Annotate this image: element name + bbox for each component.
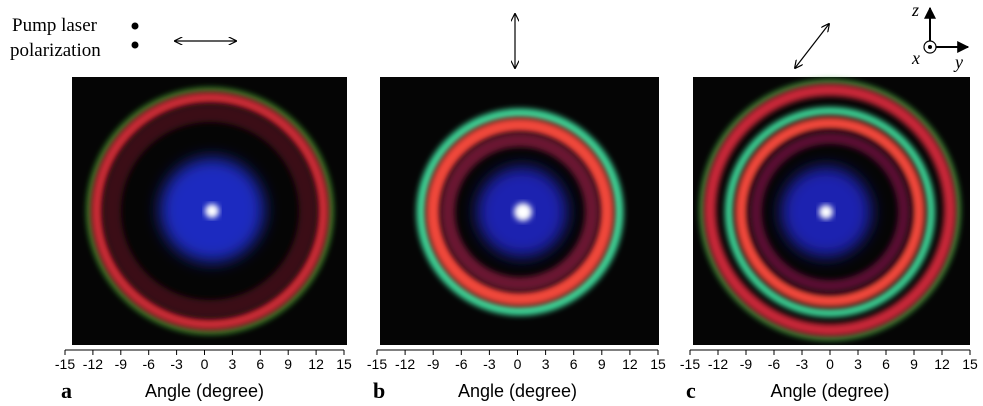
x-tick-label: 6 xyxy=(882,356,890,372)
x-tick-label: -3 xyxy=(796,356,809,372)
x-tick-label: -9 xyxy=(115,356,128,372)
x-tick-label: -12 xyxy=(395,356,415,372)
dot xyxy=(131,22,139,30)
axis-letter: z xyxy=(911,0,919,20)
x-tick-label: 0 xyxy=(514,356,522,372)
x-tick-label: 0 xyxy=(826,356,834,372)
x-tick-label: 3 xyxy=(542,356,550,372)
x-tick-label: 12 xyxy=(308,356,324,372)
panel-label: b xyxy=(373,378,385,403)
x-axis-label: Angle (degree) xyxy=(458,381,577,401)
x-tick-label: 6 xyxy=(570,356,578,372)
x-tick-label: -3 xyxy=(483,356,496,372)
x-tick-label: 0 xyxy=(201,356,209,372)
x-tick-label: -9 xyxy=(427,356,440,372)
x-tick-label: 15 xyxy=(650,356,666,372)
x-tick-label: -15 xyxy=(367,356,387,372)
x-tick-label: -6 xyxy=(768,356,781,372)
x-tick-label: 15 xyxy=(336,356,352,372)
dot xyxy=(131,41,139,49)
x-tick-label: 12 xyxy=(934,356,950,372)
coordinate-axes: z x y xyxy=(911,0,970,72)
legend-text: polarization xyxy=(10,40,101,61)
image-c xyxy=(693,77,970,345)
x-tick-label: -3 xyxy=(170,356,183,372)
image-a xyxy=(72,77,347,345)
x-tick-label: 3 xyxy=(229,356,237,372)
axes-layer: -15 -12 -9 -6 -3 0 3 6 9 12 15 a Angle (degree) -15 -1… xyxy=(55,349,978,403)
x-tick-label: 3 xyxy=(854,356,862,372)
legend-text: Pump laser xyxy=(12,15,98,36)
x-tick-label: 6 xyxy=(256,356,264,372)
x-tick-label: -6 xyxy=(455,356,468,372)
x-axis-label: Angle (degree) xyxy=(145,381,264,401)
polarization-arrow xyxy=(795,24,829,68)
x-tick-label: -6 xyxy=(142,356,155,372)
x-tick-label: 12 xyxy=(622,356,638,372)
x-tick-label: -15 xyxy=(55,356,75,372)
x-tick-label: 9 xyxy=(284,356,292,372)
axis-letter: x xyxy=(911,48,920,68)
x-tick-label: -9 xyxy=(740,356,753,372)
panel-label: a xyxy=(61,378,72,403)
panel-label: c xyxy=(686,378,696,403)
x-tick-label: -12 xyxy=(83,356,103,372)
x-tick-label: 9 xyxy=(910,356,918,372)
image-b xyxy=(380,77,659,345)
x-tick-label: -15 xyxy=(680,356,700,372)
x-axis-label: Angle (degree) xyxy=(770,381,889,401)
x-tick-label: -12 xyxy=(708,356,728,372)
x-tick-label: 9 xyxy=(598,356,606,372)
axis-letter: y xyxy=(953,52,963,72)
x-tick-label: 15 xyxy=(962,356,978,372)
